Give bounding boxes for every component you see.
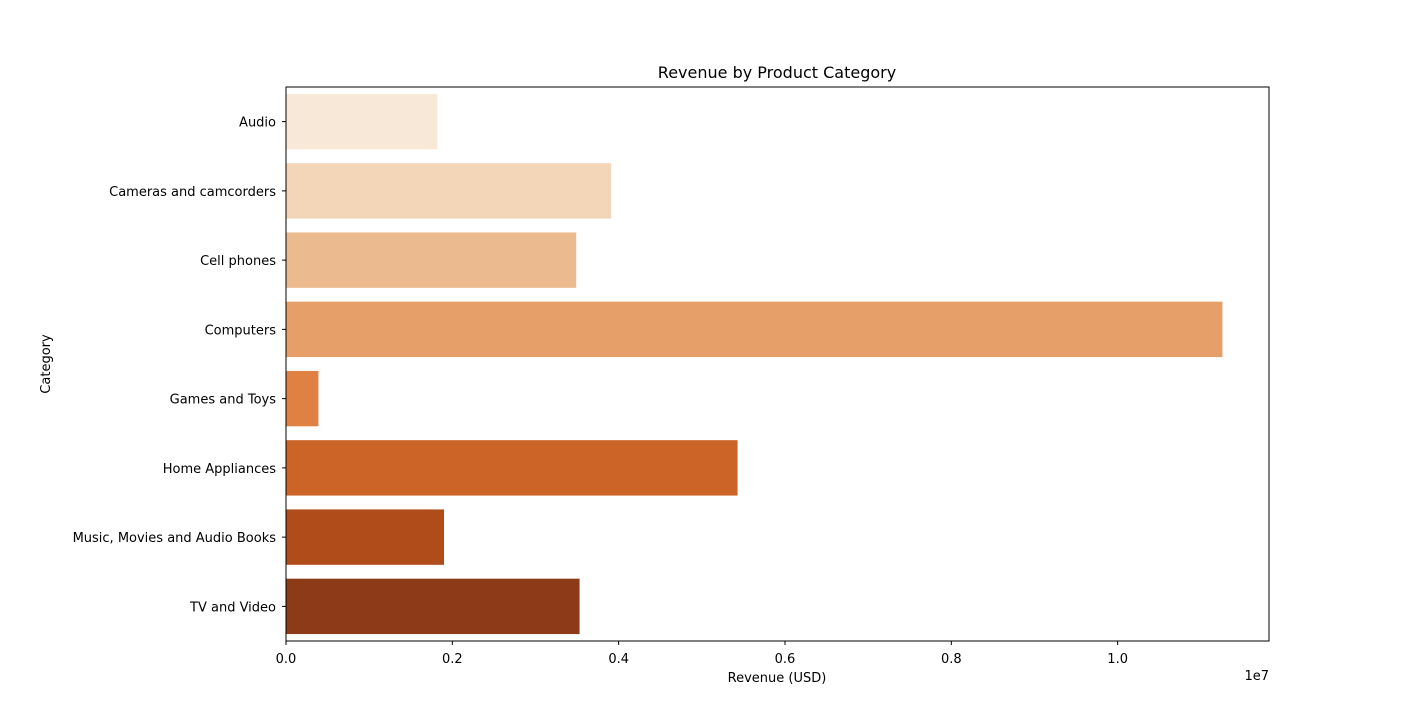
plot-frame [285, 86, 1270, 642]
x-tick-label: 0.4 [608, 652, 629, 667]
bar [286, 93, 438, 150]
bar [286, 232, 577, 288]
y-tick-label: Computers [205, 323, 277, 338]
x-axis-ticks: 0.0 0.2 0.4 0.6 0.8 1.0 [276, 641, 1128, 667]
chart-title: Revenue by Product Category [658, 63, 896, 82]
x-axis-offset-text: 1e7 [1244, 669, 1269, 684]
x-tick-label: 0.6 [775, 652, 796, 667]
y-tick-label: Cameras and camcorders [109, 185, 276, 200]
y-tick-label: Audio [239, 116, 276, 131]
y-tick-label: Games and Toys [170, 393, 277, 408]
y-tick-label: Cell phones [200, 254, 276, 269]
y-axis-label: Category [39, 334, 54, 394]
bar [286, 578, 580, 635]
bar [286, 509, 445, 565]
x-axis-label: Revenue (USD) [728, 671, 827, 686]
x-tick-label: 0.0 [276, 652, 297, 667]
x-tick-label: 0.8 [941, 652, 962, 667]
y-axis-ticks: Audio Cameras and camcorders Cell phones Co… [73, 116, 286, 615]
y-tick-label: Home Appliances [163, 462, 276, 477]
bar [286, 163, 612, 219]
x-tick-label: 1.0 [1107, 652, 1128, 667]
bars-group [286, 93, 1223, 635]
bar [286, 370, 319, 427]
y-tick-label: Music, Movies and Audio Books [73, 531, 277, 546]
bar [286, 301, 1223, 358]
x-tick-label: 0.2 [442, 652, 463, 667]
bar [286, 440, 738, 496]
y-tick-label: TV and Video [189, 600, 276, 615]
